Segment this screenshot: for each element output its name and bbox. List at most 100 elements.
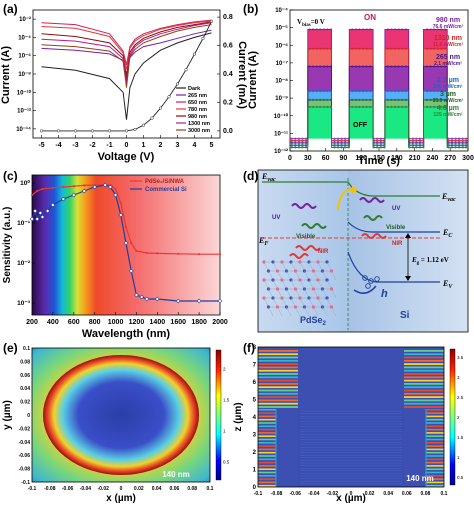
panel-b-point bbox=[422, 146, 425, 149]
panel-d-bond bbox=[317, 297, 323, 308]
panel-a-curve-0 bbox=[41, 32, 212, 120]
panel-b-point bbox=[351, 98, 354, 101]
panel-b-point bbox=[393, 105, 397, 109]
panel-f-stripe-left bbox=[258, 402, 298, 405]
panel-a-curve-2 bbox=[41, 19, 212, 66]
panel-b-point bbox=[386, 89, 389, 93]
panel-a-x-ticks: -5 -4 -3 -2 -1 0 1 2 3 4 5 bbox=[38, 135, 214, 149]
panel-e-y-tick-label: 0 bbox=[27, 413, 30, 419]
panel-b-on-band bbox=[423, 91, 448, 100]
panel-d-light-left bbox=[289, 203, 327, 259]
panel-b-point bbox=[401, 89, 404, 93]
panel-b-point bbox=[436, 47, 439, 50]
panel-b-point bbox=[361, 65, 365, 68]
panel-c-x-tick-label: 800 bbox=[89, 319, 101, 326]
panel-f-stripe-right bbox=[426, 418, 444, 421]
panel-b-on-band bbox=[307, 106, 332, 139]
panel-e-colorbar-ticks: 0.5 1 1.5 2 bbox=[223, 367, 230, 465]
panel-d-bond bbox=[272, 261, 278, 272]
panel-c-x-tick-label: 1400 bbox=[150, 319, 166, 326]
panel-b-point bbox=[429, 65, 432, 68]
panel-d-bond bbox=[277, 270, 283, 281]
panel-b-point bbox=[429, 98, 432, 101]
panel-c-y-tick-label: 10⁻¹ bbox=[17, 220, 30, 227]
panel-d-bond bbox=[290, 297, 296, 308]
panel-f-stripe-left bbox=[258, 353, 298, 356]
panel-b-point bbox=[433, 105, 436, 109]
panel-c-x-tick-label: 1600 bbox=[170, 319, 186, 326]
panel-d-bond bbox=[268, 306, 274, 317]
panel-c-x-tick-label: 1000 bbox=[108, 319, 124, 326]
panel-b-point bbox=[390, 47, 393, 50]
panel-d-light-right bbox=[359, 197, 387, 239]
panel-b-point bbox=[397, 89, 400, 93]
panel-c-point bbox=[71, 192, 77, 198]
panel-b-point bbox=[358, 28, 361, 31]
panel-b-series-name: 1310 nm bbox=[434, 35, 462, 42]
panel-c-point bbox=[32, 208, 38, 214]
panel-d-ev: EV bbox=[442, 279, 453, 290]
panel-f-stripe-right bbox=[426, 422, 444, 424]
panel-e-x-tick-label: 0.04 bbox=[152, 486, 162, 492]
panel-d-bond bbox=[317, 279, 323, 290]
panel-b-point bbox=[386, 47, 389, 50]
panel-c-frame bbox=[31, 174, 221, 316]
panel-e-ring bbox=[43, 355, 199, 475]
panel-e-frame bbox=[31, 347, 211, 483]
panel-f-stripe-right bbox=[404, 373, 444, 375]
panel-f-stripe-left bbox=[258, 392, 298, 395]
panel-b-point bbox=[351, 47, 354, 50]
panel-a-linear-point bbox=[184, 68, 188, 72]
panel-a-linear-point bbox=[90, 129, 95, 133]
panel-e-xlabel: x (µm) bbox=[106, 493, 136, 504]
panel-f-stripe-left bbox=[258, 359, 298, 362]
panel-a-xlabel: Voltage (V) bbox=[98, 151, 155, 163]
panel-a: -5 -4 -3 -2 -1 0 1 2 3 4 5 10⁻¹⁴ 10⁻¹² 10⁻¹⁰ 10⁻⁸ 10⁻⁶… bbox=[0, 2, 248, 163]
panel-b-y-tick-label: 10⁻⁴ bbox=[275, 8, 288, 14]
panel-f-stripe-right bbox=[426, 448, 444, 451]
panel-f-stripe-right bbox=[404, 350, 444, 352]
panel-b-point bbox=[351, 65, 354, 68]
panel-d-bond bbox=[299, 297, 305, 308]
panel-f-stripe-left bbox=[258, 415, 276, 418]
panel-b-point bbox=[429, 47, 432, 50]
panel-f-colorbar-label: 3 bbox=[457, 375, 460, 380]
panel-b-y-tick-label: 10⁻⁵ bbox=[275, 26, 288, 32]
panel-f-ylabel: z (µm) bbox=[233, 402, 244, 431]
panel-b-point bbox=[322, 65, 325, 68]
panel-f-x-tick-label: 0.1 bbox=[441, 491, 448, 497]
panel-f-stripe-right bbox=[426, 471, 444, 474]
panel-f-x-ticks: -0.1 -0.08 -0.06 -0.04 -0.02 0 0.02 0.04 0.06 0.0… bbox=[254, 491, 448, 497]
panel-f-stripe-right bbox=[426, 428, 444, 431]
panel-a-legend-label: Dark bbox=[188, 86, 201, 92]
panel-d-gap-label: Eg = 1.12 eV bbox=[411, 256, 449, 266]
panel-e-y-tick-label: 0.1 bbox=[23, 346, 30, 352]
panel-b-point bbox=[319, 47, 322, 50]
panel-e-y-tick-label: 0.04 bbox=[20, 386, 30, 392]
panel-e-x-tick-label: -0.02 bbox=[97, 486, 109, 492]
panel-a-y-tick-label: 10⁻¹² bbox=[17, 108, 31, 115]
panel-b-on-band bbox=[423, 99, 448, 107]
panel-c-point bbox=[134, 292, 139, 298]
panel-b-y-ticks: 10⁻¹² 10⁻¹¹ 10⁻¹⁰ 10⁻⁹ 10⁻⁸ 10⁻⁷ 10⁻⁶ 10⁻⁵ 10⁻⁴ bbox=[274, 8, 293, 155]
panel-f-stripe-right bbox=[404, 356, 444, 359]
panel-b-point bbox=[401, 47, 404, 50]
panel-d-bond bbox=[281, 261, 287, 272]
panel-e-y-tick-label: -0.02 bbox=[19, 426, 31, 432]
panel-f-stripe-left bbox=[258, 376, 298, 379]
panel-a-y-ticks: 10⁻¹⁴ 10⁻¹² 10⁻¹⁰ 10⁻⁸ 10⁻⁶ 10⁻⁴ 10⁻² bbox=[16, 16, 36, 133]
panel-f-stripe-right bbox=[426, 478, 444, 480]
panel-c-ylabel: Sensitivity (a.u.) bbox=[2, 207, 13, 284]
panel-b-point bbox=[425, 98, 429, 101]
panel-a-y-tick-label: 10⁻⁴ bbox=[18, 35, 31, 41]
panel-b-point bbox=[329, 65, 333, 68]
panel-d-bond bbox=[268, 288, 274, 299]
panel-c-point bbox=[41, 187, 44, 191]
panel-e-y-tick-label: -0.08 bbox=[19, 467, 31, 473]
panel-b-point bbox=[319, 89, 322, 93]
panel-b-on-band bbox=[384, 66, 409, 92]
panel-b-point bbox=[436, 28, 439, 31]
panel-c-point bbox=[198, 253, 201, 256]
panel-e-y-tick-label: 0.08 bbox=[20, 359, 30, 365]
